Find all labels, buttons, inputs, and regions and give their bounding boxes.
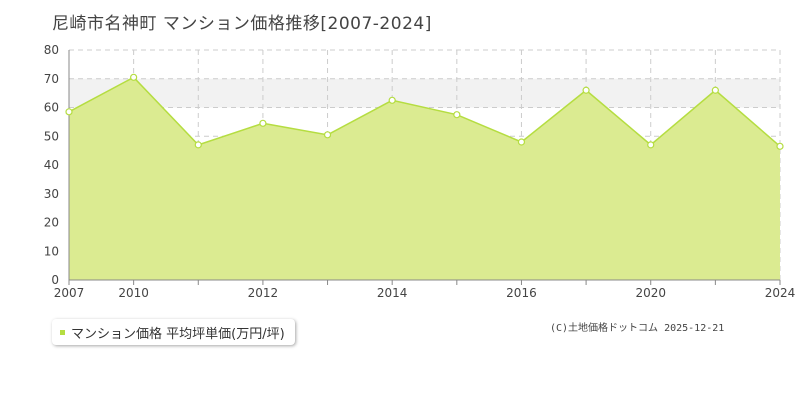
data-point xyxy=(65,108,73,116)
legend: マンション価格 平均坪単価(万円/坪) xyxy=(52,319,295,345)
shaded-band xyxy=(69,78,780,108)
credit-text: (C)土地価格ドットコム 2025-12-21 xyxy=(550,323,725,334)
y-tick-label: 60 xyxy=(44,101,59,115)
data-point xyxy=(453,111,461,119)
x-tick-label: 2012 xyxy=(248,286,279,300)
area-fill xyxy=(69,77,780,280)
data-point xyxy=(582,86,590,94)
legend-swatch xyxy=(60,329,65,335)
data-point xyxy=(194,141,202,149)
x-tick-label: 2024 xyxy=(765,286,796,300)
y-tick-label: 50 xyxy=(44,129,59,143)
x-tick-label: 2007 xyxy=(54,286,85,300)
y-tick-label: 70 xyxy=(44,72,59,86)
series-line xyxy=(68,76,781,147)
legend-label: マンション価格 平均坪単価(万円/坪) xyxy=(71,326,285,342)
x-tick-label: 2016 xyxy=(506,286,537,300)
data-point xyxy=(130,73,138,81)
y-tick-label: 0 xyxy=(51,273,59,287)
x-tick-label: 2010 xyxy=(118,286,149,300)
chart-title: 尼崎市名神町 マンション価格推移[2007-2024] xyxy=(52,14,432,34)
y-tick-label: 30 xyxy=(44,187,59,201)
y-tick-label: 40 xyxy=(44,158,59,172)
data-point xyxy=(323,131,332,139)
data-point xyxy=(259,119,267,127)
x-tick-label: 2014 xyxy=(377,286,408,300)
y-tick-label: 20 xyxy=(44,216,59,230)
data-point xyxy=(711,86,719,94)
data-point xyxy=(776,142,784,150)
data-point xyxy=(647,141,655,149)
y-tick-label: 10 xyxy=(44,244,59,258)
data-point xyxy=(517,138,526,146)
data-point xyxy=(388,96,396,104)
y-tick-label: 80 xyxy=(44,43,59,57)
x-tick-label: 2020 xyxy=(635,286,666,300)
